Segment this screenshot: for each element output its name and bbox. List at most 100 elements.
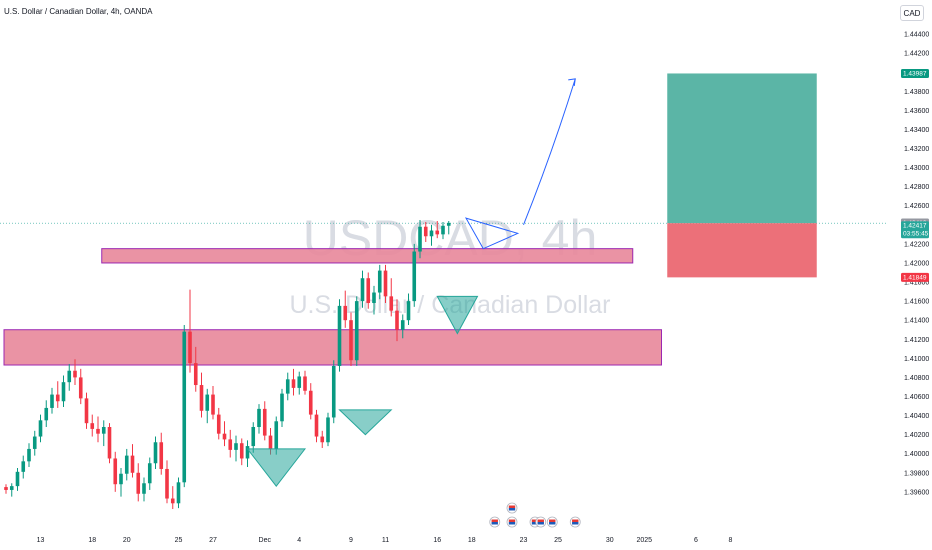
candle xyxy=(153,436,158,469)
candle-body xyxy=(372,292,376,304)
candle xyxy=(239,438,244,466)
candle xyxy=(228,429,233,458)
candle-body xyxy=(32,436,37,449)
y-tick-label: 1.43600 xyxy=(904,108,929,115)
candle-body xyxy=(337,305,342,366)
candle-body xyxy=(222,433,227,440)
candle xyxy=(130,444,135,478)
economic-event-icon[interactable] xyxy=(489,516,501,528)
economic-event-icon[interactable] xyxy=(506,502,518,514)
candle xyxy=(27,443,31,468)
candle-body xyxy=(107,427,112,459)
economic-event-icon[interactable] xyxy=(506,516,518,528)
candle-body xyxy=(199,385,204,411)
y-tick-label: 1.41800 xyxy=(904,280,929,287)
candle-body xyxy=(142,483,146,494)
candle-body xyxy=(331,365,336,418)
y-tick-label: 1.43200 xyxy=(904,146,929,153)
candle-body xyxy=(113,458,118,485)
economic-event-icon[interactable] xyxy=(569,516,581,528)
y-tick-label: 1.43000 xyxy=(904,165,929,172)
candle xyxy=(182,324,187,488)
candle-body xyxy=(262,408,267,436)
price-countdown: 03:55:45 xyxy=(903,231,929,238)
candle-body xyxy=(274,421,279,449)
candle-body xyxy=(435,230,440,235)
price-tag-stop: 1.41849 xyxy=(901,272,929,282)
candle-body xyxy=(400,320,405,330)
y-tick-label: 1.39600 xyxy=(904,489,929,496)
candle-body xyxy=(211,394,215,415)
candle-body xyxy=(446,222,451,226)
economic-event-icon[interactable] xyxy=(535,516,547,528)
candle xyxy=(55,381,60,408)
economic-event-icon[interactable] xyxy=(546,516,558,528)
x-tick-label: 6 xyxy=(694,537,698,544)
candle-body xyxy=(101,427,106,434)
triangle-pattern[interactable] xyxy=(246,448,307,487)
event-flag-stripe xyxy=(491,519,498,522)
candle-body xyxy=(320,436,325,443)
candle xyxy=(84,392,89,429)
position-stop-zone[interactable] xyxy=(667,223,817,278)
projection-arrow[interactable] xyxy=(523,78,576,226)
candle-body xyxy=(285,379,290,394)
candle xyxy=(400,314,405,339)
candle xyxy=(216,407,221,440)
candle-body xyxy=(354,301,359,361)
candle xyxy=(383,264,388,304)
candle xyxy=(326,412,330,447)
candle xyxy=(343,290,348,328)
pennant-pattern[interactable] xyxy=(464,217,520,250)
candle xyxy=(354,296,359,366)
event-flag-stripe xyxy=(508,508,516,511)
candle-body xyxy=(406,301,411,321)
y-tick-label: 1.44400 xyxy=(904,32,929,39)
triangle-pattern[interactable] xyxy=(436,295,479,335)
candle-body xyxy=(395,310,399,330)
candle xyxy=(308,383,313,420)
y-tick-label: 1.40000 xyxy=(904,451,929,458)
y-tick-label: 1.41600 xyxy=(904,299,929,306)
x-tick-label: 30 xyxy=(606,537,614,544)
candle xyxy=(193,346,198,392)
candle xyxy=(441,221,445,240)
candle xyxy=(44,400,49,427)
candle-body xyxy=(216,414,221,434)
price-tag-value: 1.41849 xyxy=(903,274,927,281)
support-zone[interactable] xyxy=(101,248,634,264)
candle xyxy=(32,430,37,456)
candle xyxy=(331,360,336,424)
candle-body xyxy=(84,398,89,424)
triangle-pattern[interactable] xyxy=(338,409,393,436)
candle-body xyxy=(314,414,319,437)
candle xyxy=(107,423,112,464)
candle-body xyxy=(251,427,256,447)
chart-header-title: U.S. Dollar / Canadian Dollar, 4h, OANDA xyxy=(4,7,153,16)
candle-body xyxy=(78,377,83,399)
candle xyxy=(113,451,118,492)
candle-body xyxy=(67,370,72,383)
candle-body xyxy=(412,251,417,302)
position-target-zone[interactable] xyxy=(667,73,817,224)
candle-body xyxy=(165,468,169,499)
x-tick-label: 18 xyxy=(88,537,96,544)
candle-body xyxy=(170,498,175,504)
candle-body xyxy=(239,443,244,459)
support-zone[interactable] xyxy=(3,329,662,366)
candle-body xyxy=(90,423,95,429)
candle xyxy=(297,371,302,395)
candle-body xyxy=(44,407,49,421)
candle-body xyxy=(291,379,296,388)
candle-body xyxy=(119,473,123,485)
candle xyxy=(15,468,20,491)
candle xyxy=(423,221,428,242)
event-flag-stripe xyxy=(531,522,539,525)
candle-body xyxy=(366,278,371,304)
candle xyxy=(435,221,440,239)
currency-button[interactable]: CAD xyxy=(900,5,924,21)
event-flag-stripe xyxy=(572,519,579,522)
y-tick-label: 1.40400 xyxy=(904,413,929,420)
